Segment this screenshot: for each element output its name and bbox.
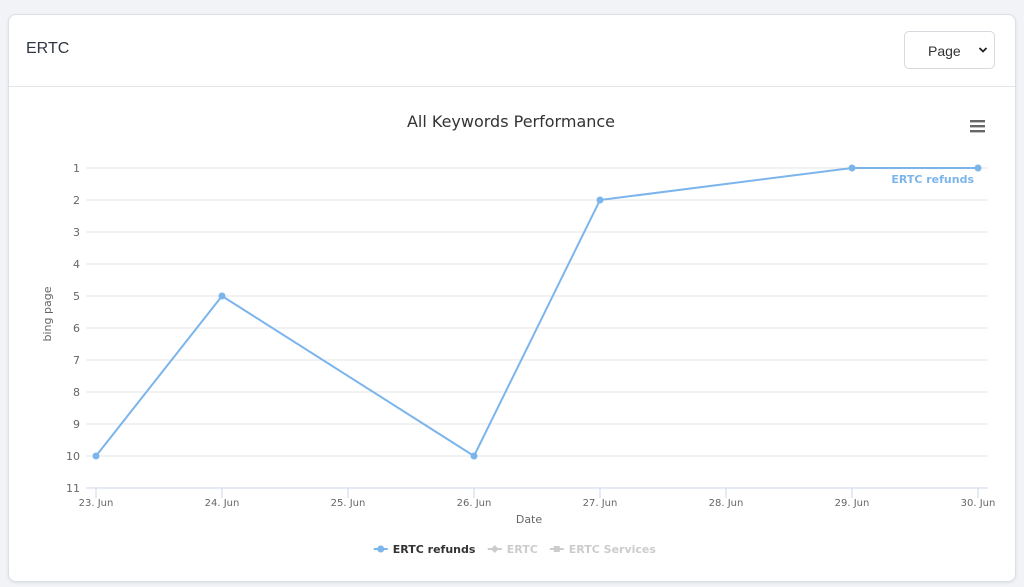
y-tick-label: 11 — [66, 482, 80, 495]
y-tick-label: 8 — [73, 386, 80, 399]
x-tick-label: 28. Jun — [709, 498, 744, 509]
legend-item[interactable]: ERTC Services — [549, 543, 657, 556]
y-tick-label: 5 — [73, 290, 80, 303]
legend-marker — [553, 546, 560, 552]
data-point[interactable] — [470, 452, 478, 460]
x-tick-label: 27. Jun — [583, 498, 618, 509]
legend-label: ERTC Services — [569, 543, 657, 556]
x-tick-label: 30. Jun — [961, 498, 996, 509]
legend-item[interactable]: ERTC — [487, 543, 538, 556]
y-tick-label: 7 — [73, 354, 80, 367]
legend-item[interactable]: ERTC refunds — [373, 543, 476, 556]
hamburger-menu-icon[interactable] — [964, 115, 990, 137]
page-select[interactable]: Page — [904, 31, 995, 69]
x-tick-label: 26. Jun — [457, 498, 492, 509]
keywords-chart: All Keywords Performance 1 2 3 4 5 6 7 8 9 10 11 2… — [41, 112, 996, 556]
legend-marker — [377, 545, 385, 553]
card-header: ERTC Page — [9, 15, 1015, 87]
y-axis-title: bing page — [41, 286, 54, 341]
x-axis-title: Date — [516, 513, 543, 526]
data-point[interactable] — [92, 452, 100, 460]
y-tick-label: 10 — [66, 450, 80, 463]
series-end-label: ERTC refunds — [891, 173, 974, 186]
series-line — [95, 167, 978, 458]
y-tick-label: 2 — [73, 194, 80, 207]
y-tick-label: 3 — [73, 226, 80, 239]
legend-label: ERTC — [507, 543, 538, 556]
legend-label: ERTC refunds — [393, 543, 476, 556]
card-title: ERTC — [26, 40, 70, 57]
ertc-card: ERTC Page All Keywords Performance 1 2 3 4 5… — [8, 14, 1016, 582]
x-tick-label: 29. Jun — [835, 498, 870, 509]
data-point[interactable] — [218, 292, 226, 300]
chevron-down-icon — [978, 43, 988, 60]
y-tick-label: 1 — [73, 162, 80, 175]
legend-marker — [490, 545, 499, 553]
y-tick-label: 9 — [73, 418, 80, 431]
x-tick-label: 23. Jun — [79, 498, 114, 509]
data-point[interactable] — [848, 164, 856, 172]
x-tick-label: 24. Jun — [205, 498, 240, 509]
y-tick-label: 4 — [73, 258, 80, 271]
chart-title: All Keywords Performance — [407, 112, 615, 131]
data-point[interactable] — [974, 164, 982, 172]
data-point[interactable] — [596, 196, 604, 204]
y-tick-label: 6 — [73, 322, 80, 335]
page-select-value: Page — [928, 43, 961, 59]
x-tick-label: 25. Jun — [331, 498, 366, 509]
